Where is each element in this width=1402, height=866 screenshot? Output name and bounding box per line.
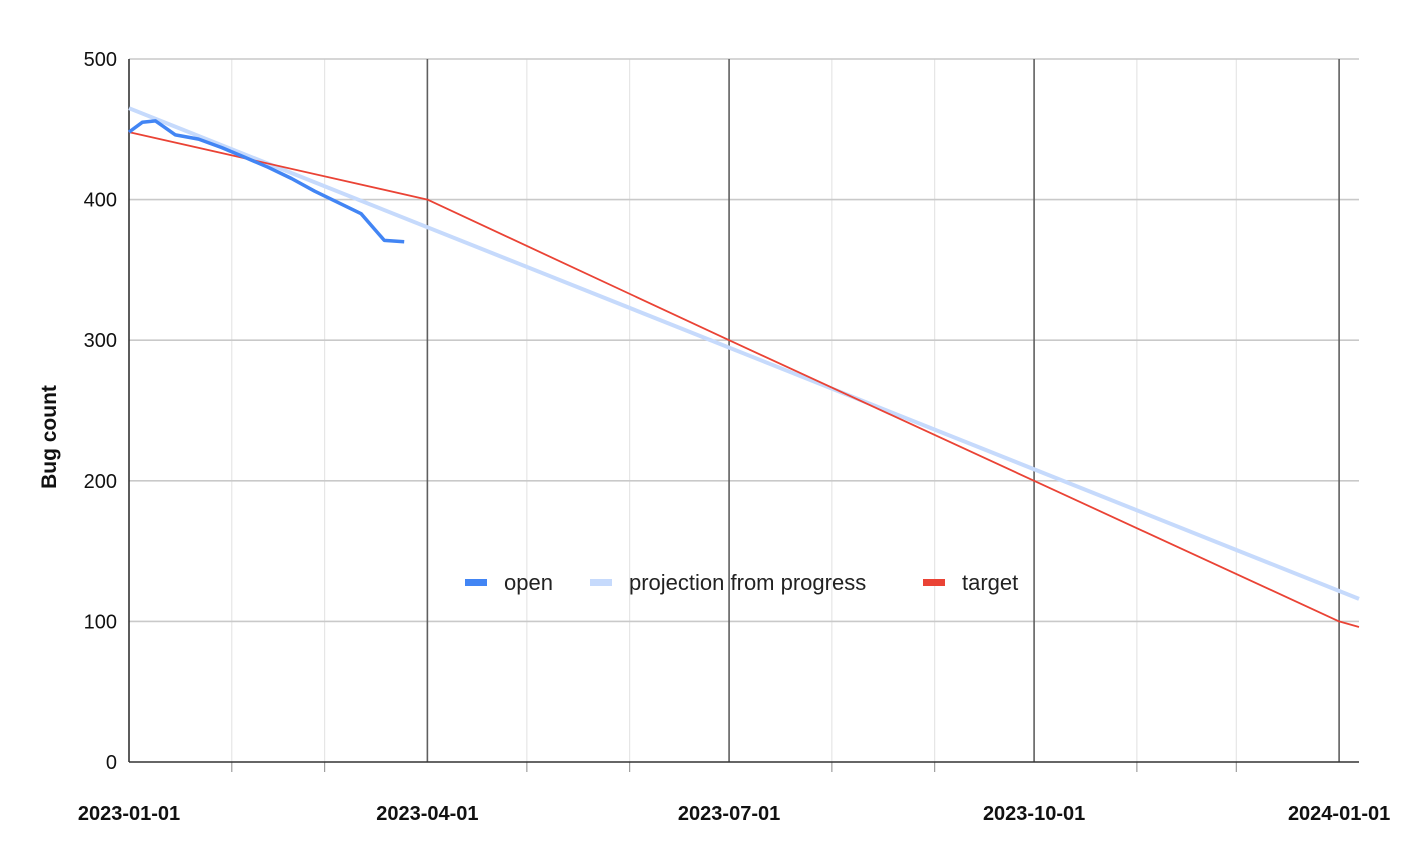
legend-swatch	[590, 579, 612, 586]
y-tick-label: 100	[84, 611, 117, 633]
y-tick-label: 400	[84, 190, 117, 212]
y-tick-label: 200	[84, 471, 117, 493]
x-tick-label: 2023-04-01	[376, 803, 478, 825]
x-tick-label: 2023-07-01	[678, 803, 780, 825]
legend-swatch	[923, 579, 945, 586]
series-line-0	[127, 119, 405, 244]
x-tick-label: 2023-10-01	[983, 803, 1085, 825]
legend-label: open	[504, 570, 553, 595]
series-lines	[127, 106, 1360, 628]
x-tick-label: 2023-01-01	[78, 803, 180, 825]
legend-label: projection from progress	[629, 570, 866, 595]
y-tick-label: 500	[84, 49, 117, 71]
axes	[128, 59, 1359, 763]
minor-gridlines	[231, 59, 1237, 772]
y-tick-label: 300	[84, 330, 117, 352]
y-tick-labels: 0 100 200 300 400 500	[84, 49, 117, 774]
legend: open projection from progress target	[465, 570, 1018, 595]
series-line-2	[128, 131, 1360, 628]
y-tick-label: 0	[106, 752, 117, 774]
y-axis-label: Bug count	[38, 385, 61, 489]
legend-swatch	[465, 579, 487, 586]
x-tick-labels: 2023-01-01 2023-04-01 2023-07-01 2023-10-01…	[78, 803, 1390, 825]
major-gridlines	[129, 58, 1359, 762]
legend-label: target	[962, 570, 1018, 595]
series-line-1	[128, 106, 1360, 601]
x-tick-label: 2024-01-01	[1288, 803, 1390, 825]
